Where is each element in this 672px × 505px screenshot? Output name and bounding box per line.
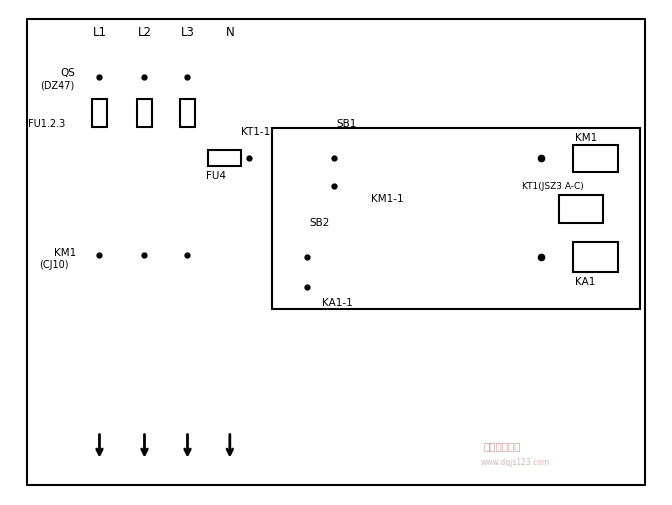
Text: KT1-1: KT1-1 (241, 126, 270, 136)
Text: KA1: KA1 (575, 277, 595, 287)
Text: KM1: KM1 (54, 247, 76, 258)
Text: KM1-1: KM1-1 (371, 194, 404, 204)
Text: L1: L1 (93, 26, 106, 39)
Text: SB2: SB2 (310, 217, 330, 227)
Bar (559, 195, 603, 223)
Bar (180, 100, 195, 128)
Text: SB1: SB1 (337, 119, 357, 129)
Text: FU1.2.3: FU1.2.3 (28, 119, 65, 129)
Text: FU4: FU4 (206, 170, 226, 180)
Bar (573, 146, 618, 172)
Bar (272, 129, 640, 309)
Text: KA1-1: KA1-1 (322, 297, 353, 307)
Text: 电工技术之家: 电工技术之家 (484, 440, 521, 450)
Text: KT1(JSZ3 A-C): KT1(JSZ3 A-C) (522, 182, 584, 191)
Bar (573, 243, 618, 272)
Bar (208, 151, 241, 167)
Text: (DZ47): (DZ47) (40, 80, 75, 90)
Bar (137, 100, 152, 128)
Text: L2: L2 (138, 26, 151, 39)
Text: KM1: KM1 (575, 133, 597, 143)
Text: QS: QS (60, 68, 75, 78)
Text: N: N (225, 26, 235, 39)
Text: (CJ10): (CJ10) (39, 260, 69, 270)
Text: L3: L3 (181, 26, 194, 39)
Text: www.dqjs123.com: www.dqjs123.com (480, 458, 550, 467)
Bar (92, 100, 107, 128)
